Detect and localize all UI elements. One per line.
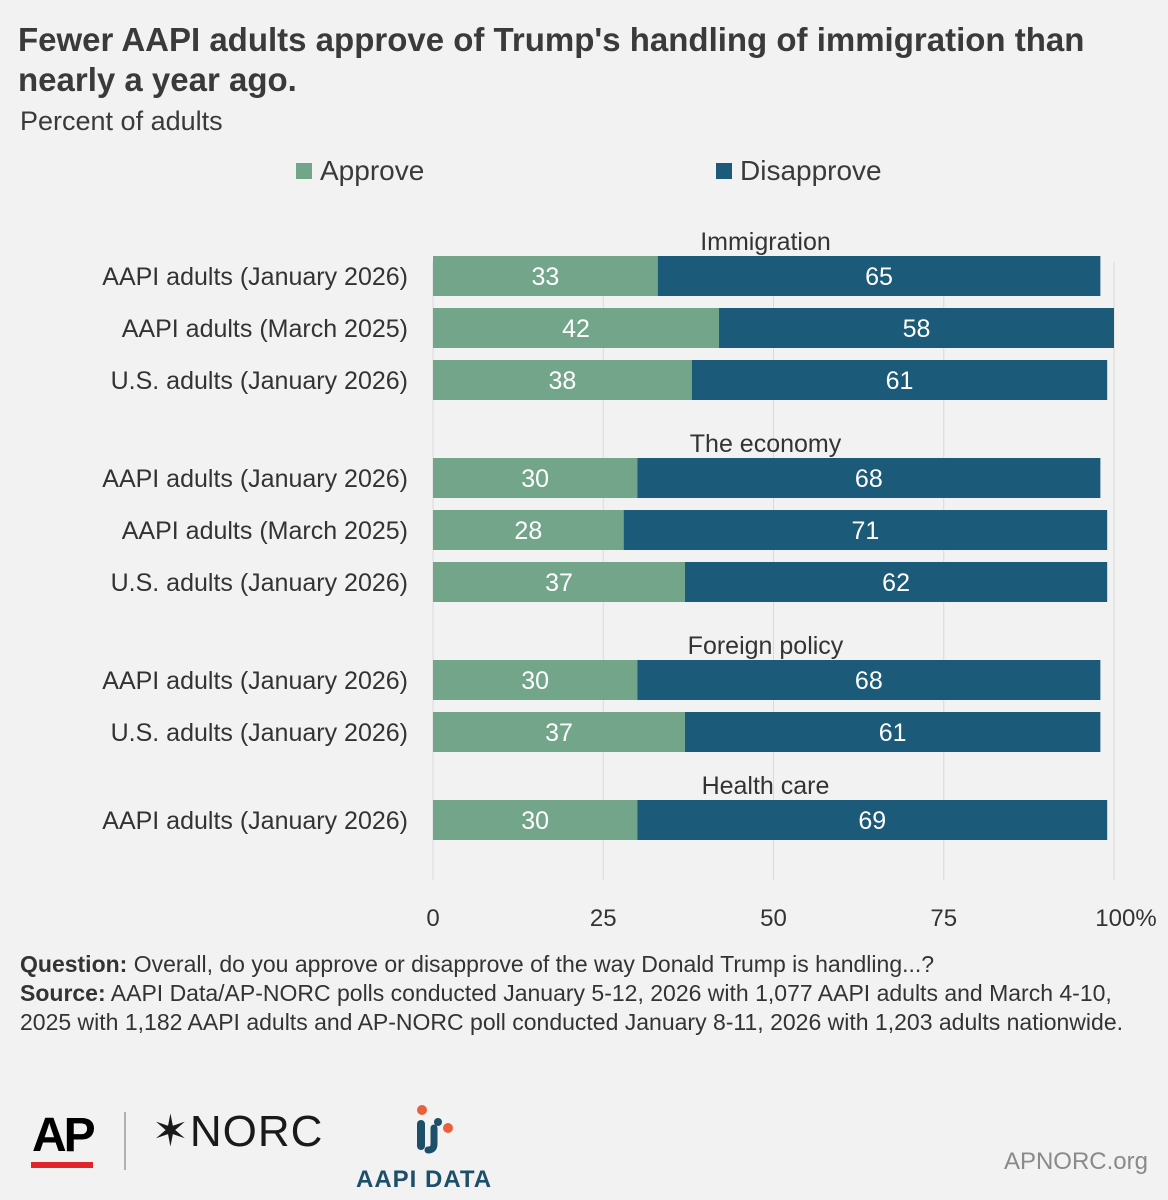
x-tick-label: 50 xyxy=(760,905,787,932)
bar-disapprove xyxy=(684,562,1108,602)
data-label-disapprove: 69 xyxy=(858,807,886,835)
bar-approve xyxy=(433,562,685,602)
logo-divider xyxy=(124,1112,126,1170)
data-label-approve: 37 xyxy=(545,569,573,597)
question-text: Overall, do you approve or disapprove of… xyxy=(133,951,935,977)
bar-approve xyxy=(433,256,658,296)
bar-approve xyxy=(433,308,720,348)
x-tick-label: 75 xyxy=(930,905,957,932)
data-label-approve: 37 xyxy=(545,719,573,747)
x-tick-label: 100% xyxy=(1095,905,1156,932)
group-header: Foreign policy xyxy=(688,632,844,660)
bar-disapprove xyxy=(637,458,1101,498)
row-label: AAPI adults (January 2026) xyxy=(102,807,408,835)
data-label-approve: 30 xyxy=(521,807,549,835)
bar-chart: Immigration AAPI adults (January 2026) 33 6… xyxy=(102,228,1156,932)
question-label: Question: xyxy=(20,951,128,977)
bar-disapprove xyxy=(657,256,1101,296)
row-label: AAPI adults (March 2025) xyxy=(122,315,408,343)
bar-approve xyxy=(433,458,638,498)
bar-approve xyxy=(433,660,638,700)
legend-disapprove: Disapprove xyxy=(716,155,882,187)
row-label: U.S. adults (January 2026) xyxy=(111,569,408,597)
norc-star-icon: ✶ xyxy=(152,1107,190,1156)
bar-disapprove xyxy=(691,360,1108,400)
data-label-disapprove: 58 xyxy=(903,315,931,343)
source-label: Source: xyxy=(20,980,106,1006)
chart-title: Fewer AAPI adults approve of Trump's han… xyxy=(18,21,1085,98)
chart-subtitle: Percent of adults xyxy=(20,106,223,136)
aapi-data-logo-text: AAPI DATA xyxy=(356,1166,493,1193)
row-label: AAPI adults (March 2025) xyxy=(122,517,408,545)
row-label: AAPI adults (January 2026) xyxy=(102,667,408,695)
x-tick-label: 0 xyxy=(426,905,439,932)
bar-disapprove xyxy=(623,510,1108,550)
data-label-disapprove: 61 xyxy=(879,719,907,747)
bar-disapprove xyxy=(719,308,1114,348)
group-header: The economy xyxy=(690,430,842,458)
bar-approve xyxy=(433,510,624,550)
data-label-approve: 30 xyxy=(521,667,549,695)
legend-approve-label: Approve xyxy=(320,155,425,186)
legend-approve: Approve xyxy=(296,155,424,187)
data-label-approve: 33 xyxy=(531,263,559,291)
source-text: AAPI Data/AP-NORC polls conducted Januar… xyxy=(20,980,1124,1035)
source-note: Source: AAPI Data/AP-NORC polls conducte… xyxy=(20,979,1140,1037)
bar-disapprove xyxy=(637,660,1101,700)
row-label: AAPI adults (January 2026) xyxy=(102,263,408,291)
data-label-disapprove: 68 xyxy=(855,667,883,695)
row-label: AAPI adults (January 2026) xyxy=(102,465,408,493)
bar-approve xyxy=(433,360,692,400)
bar-disapprove xyxy=(684,712,1101,752)
data-label-approve: 30 xyxy=(521,465,549,493)
ap-logo: AP xyxy=(32,1109,96,1162)
group-header: Immigration xyxy=(700,228,831,256)
data-label-disapprove: 62 xyxy=(882,569,910,597)
norc-logo-text: NORC xyxy=(189,1107,324,1156)
row-label: U.S. adults (January 2026) xyxy=(111,719,408,747)
website-text: APNORC.org xyxy=(1003,1148,1148,1175)
bar-disapprove xyxy=(637,800,1108,840)
data-label-approve: 42 xyxy=(562,315,590,343)
legend-disapprove-swatch xyxy=(716,163,732,179)
legend-approve-swatch xyxy=(296,163,312,179)
chart-notes: Question: Overall, do you approve or dis… xyxy=(20,950,1140,1037)
bar-approve xyxy=(433,712,685,752)
data-label-disapprove: 68 xyxy=(855,465,883,493)
data-label-disapprove: 61 xyxy=(886,367,914,395)
bar-approve xyxy=(433,800,638,840)
legend-disapprove-label: Disapprove xyxy=(740,155,882,186)
norc-logo: ✶NORC xyxy=(152,1106,323,1157)
data-label-approve: 38 xyxy=(548,367,576,395)
ap-logo-underline xyxy=(31,1162,93,1168)
data-label-disapprove: 65 xyxy=(865,263,893,291)
data-label-disapprove: 71 xyxy=(852,517,880,545)
group-header: Health care xyxy=(702,772,830,800)
row-label: U.S. adults (January 2026) xyxy=(111,367,408,395)
aapi-data-mark-icon xyxy=(417,1105,453,1154)
question-note: Question: Overall, do you approve or dis… xyxy=(20,950,1140,979)
data-label-approve: 28 xyxy=(514,517,542,545)
x-tick-label: 25 xyxy=(590,905,617,932)
